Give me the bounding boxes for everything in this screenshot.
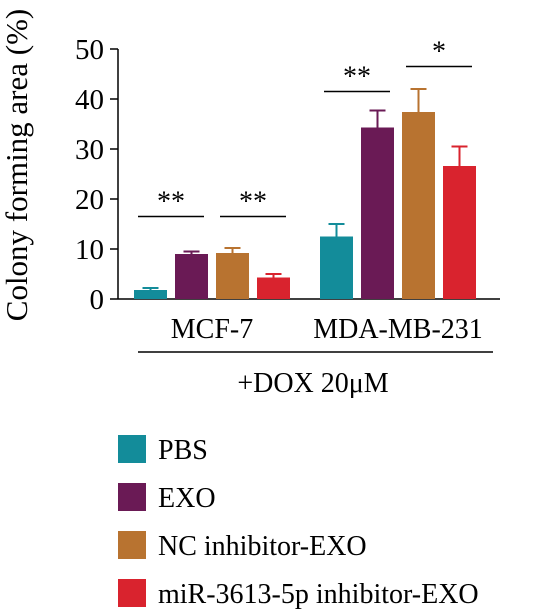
y-tick-label-0: 0 [90,284,105,316]
axes: 0 10 20 30 40 50 MCF-7 MDA-MB-231 [75,34,500,345]
legend-swatch-3 [118,579,146,607]
bar-nc-inhibitor-exo-1 [402,112,435,299]
y-tick-label-40: 40 [75,84,104,116]
significance-label-2: ** [343,62,371,93]
significance-label-1: ** [239,187,267,218]
legend-label-3: miR-3613-5p inhibitor-EXO [158,579,479,610]
x-tick-label-mcf-7: MCF-7 [171,314,253,345]
bar-mir-3613-5p-inhibitor-exo-1 [443,166,476,299]
legend: PBS EXO NC inhibitor-EXO miR-3613-5p inhibi… [118,435,479,610]
legend-swatch-0 [118,435,146,463]
y-tick-label-20: 20 [75,184,104,216]
bars [134,88,476,299]
legend-label-1: EXO [158,483,216,514]
legend-label-2: NC inhibitor-EXO [158,531,367,562]
bar-mir-3613-5p-inhibitor-exo-0 [257,277,290,299]
y-axis-label: Colony forming area (%) [0,9,34,321]
significance-label-0: ** [157,187,185,218]
y-tick-label-30: 30 [75,134,104,166]
legend-label-0: PBS [158,435,208,466]
legend-swatch-2 [118,531,146,559]
bar-nc-inhibitor-exo-0 [216,253,249,299]
group-caption: +DOX 20μM [237,368,388,399]
y-tick-label-10: 10 [75,234,104,266]
significance-label-3: * [432,37,446,68]
bar-exo-1 [361,127,394,299]
significance-annotations: ** ***** [138,37,472,218]
bar-pbs-0 [134,290,167,299]
x-tick-label-mda-mb-231: MDA-MB-231 [313,314,483,345]
y-tick-label-50: 50 [75,34,104,66]
bar-pbs-1 [320,236,353,299]
legend-swatch-1 [118,483,146,511]
bar-exo-0 [175,254,208,299]
